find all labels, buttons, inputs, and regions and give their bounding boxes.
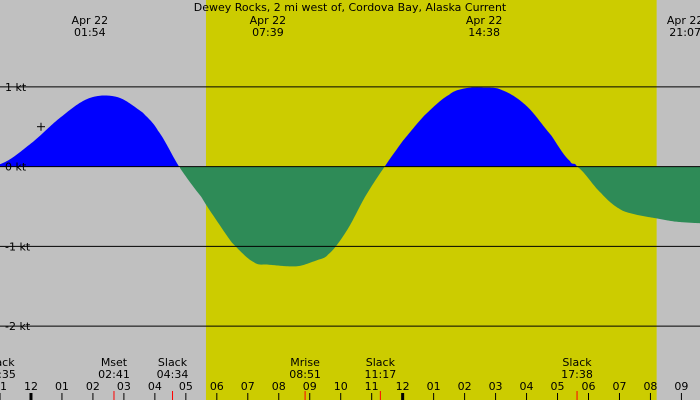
bottom-event-time: 17:38: [561, 368, 593, 381]
x-tick-label: 07: [612, 380, 626, 393]
event-date-label: Apr 22: [72, 14, 109, 27]
y-tick-label: 0 kt: [5, 161, 27, 174]
x-axis-ticks: 11 12 01 02 03 04 05 06 07 08 09 10 11 12 01 02 03 04 05 06…: [0, 380, 688, 400]
event-time-label: 14:38: [468, 26, 500, 39]
x-tick-label: 12: [24, 380, 38, 393]
bottom-event-label: Slack: [366, 356, 396, 369]
flood-current-area-0: [0, 95, 180, 167]
event-date-label: Apr 22: [466, 14, 503, 27]
bottom-event-label: Slack: [158, 356, 188, 369]
bottom-event-label: Slack: [0, 356, 15, 369]
bottom-event-time: 11:17: [365, 368, 397, 381]
x-tick-label: 04: [148, 380, 162, 393]
x-tick-label: 06: [210, 380, 224, 393]
bottom-event-labels: Slack23:35Mset02:41Slack04:34Mrise08:51S…: [0, 356, 593, 400]
x-tick-label: 11: [0, 380, 7, 393]
y-tick-label: -1 kt: [5, 240, 31, 253]
x-tick-label: 07: [241, 380, 255, 393]
x-tick-label: 05: [551, 380, 565, 393]
x-tick-label: 02: [458, 380, 472, 393]
x-tick-label: 12: [396, 380, 410, 393]
event-time-label: 01:54: [74, 26, 106, 39]
y-gridlines: 1 kt 0 kt -1 kt -2 kt: [0, 81, 700, 333]
x-tick-label: 04: [520, 380, 534, 393]
bottom-event-time: 08:51: [289, 368, 321, 381]
event-date-label: Apr 22: [667, 14, 700, 27]
x-tick-label: 10: [334, 380, 348, 393]
x-tick-label: 09: [303, 380, 317, 393]
x-tick-label: 09: [674, 380, 688, 393]
bottom-event-label: Mset: [101, 356, 128, 369]
event-time-label: 21:07: [669, 26, 700, 39]
y-tick-label: 1 kt: [5, 81, 27, 94]
y-tick-label: -2 kt: [5, 320, 31, 333]
x-tick-label: 03: [117, 380, 131, 393]
x-tick-label: 01: [55, 380, 69, 393]
event-time-label: 07:39: [252, 26, 284, 39]
bottom-event-time: 23:35: [0, 368, 16, 381]
event-date-label: Apr 22: [250, 14, 287, 27]
bottom-event-time: 04:34: [157, 368, 189, 381]
x-tick-label: 08: [643, 380, 657, 393]
x-tick-label: 11: [365, 380, 379, 393]
x-tick-label: 05: [179, 380, 193, 393]
flood-current-area-2: [385, 87, 578, 167]
bottom-event-time: 02:41: [98, 368, 130, 381]
x-tick-label: 01: [427, 380, 441, 393]
ebb-current-area-3: [578, 166, 700, 224]
chart-title: Dewey Rocks, 2 mi west of, Cordova Bay, …: [194, 1, 507, 14]
bottom-event-label: Slack: [562, 356, 592, 369]
x-tick-label: 02: [86, 380, 100, 393]
bottom-event-label: Mrise: [290, 356, 320, 369]
x-tick-label: 06: [581, 380, 595, 393]
ebb-current-area-1: [180, 166, 385, 267]
x-tick-label: 08: [272, 380, 286, 393]
current-areas: [0, 87, 700, 267]
x-tick-label: 03: [489, 380, 503, 393]
